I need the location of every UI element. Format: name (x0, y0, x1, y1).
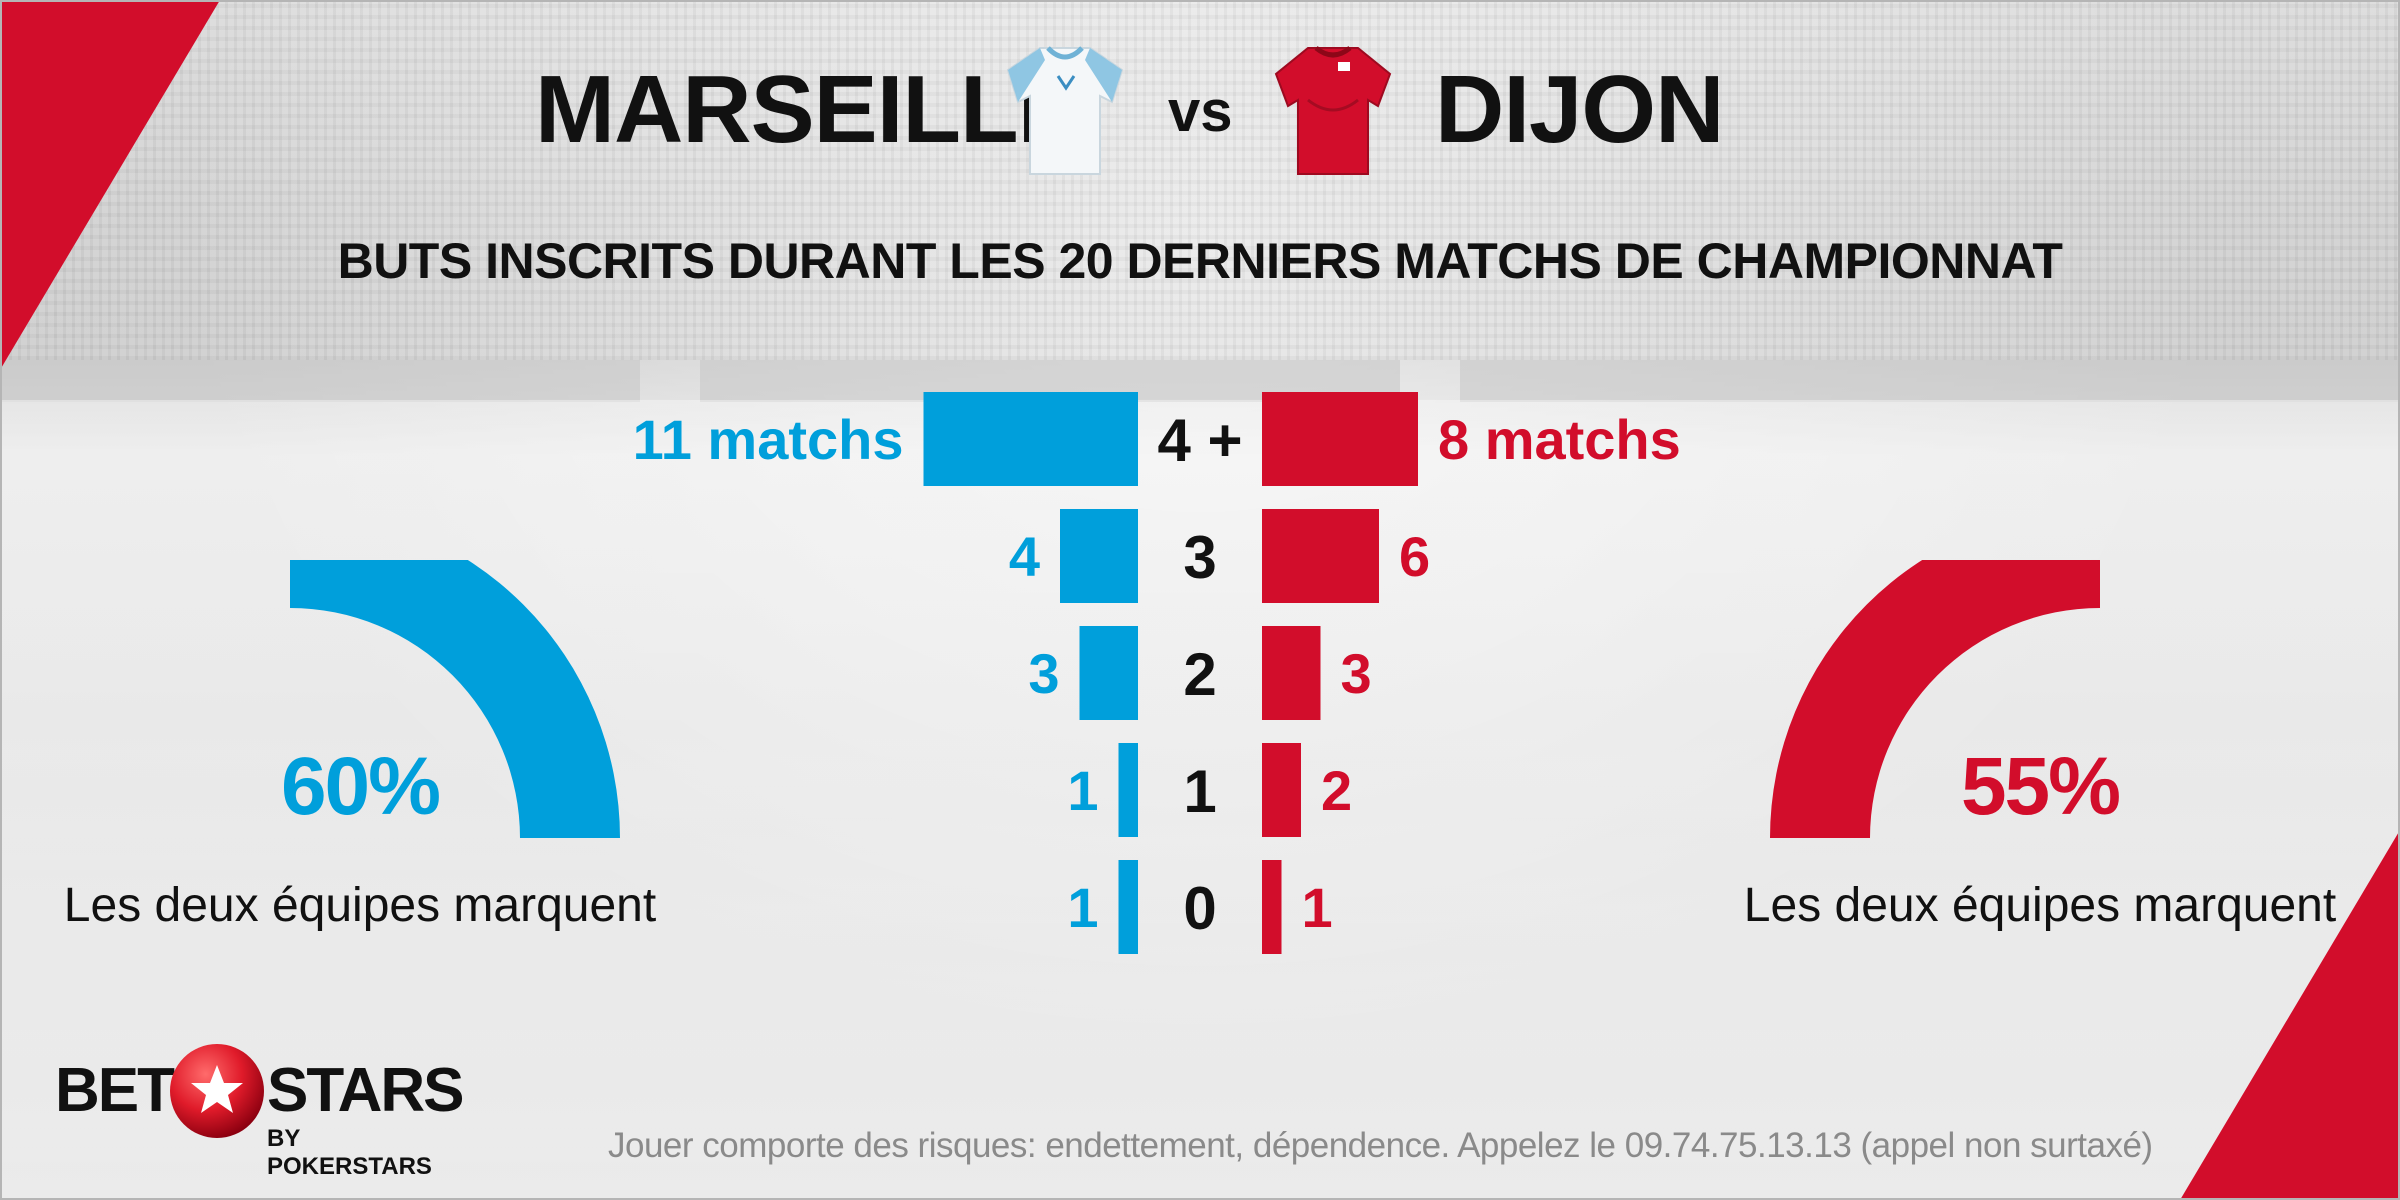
away-data-label: 6 (1399, 525, 1430, 588)
away-data-label: 1 (1302, 876, 1333, 939)
away-team-name: DIJON (1435, 56, 1724, 163)
category-label: 2 (1183, 641, 1216, 708)
red-corner-decoration (2180, 830, 2400, 1200)
home-data-label: 1 (1067, 876, 1098, 939)
home-bar (1079, 626, 1138, 720)
category-label: 3 (1183, 524, 1216, 591)
away-bar (1262, 860, 1282, 954)
advertising-board (1460, 360, 2400, 402)
away-both-teams-score-caption: Les deux équipes marquent (1743, 879, 2337, 932)
away-both-teams-score-gauge (1770, 560, 2100, 838)
home-data-label: 3 (1028, 642, 1059, 705)
away-data-label: 2 (1321, 759, 1352, 822)
home-data-label: 4 (1009, 525, 1040, 588)
versus-label: vs (1168, 79, 1233, 144)
away-both-teams-score-percent: 55% (1960, 741, 2121, 832)
home-both-teams-score-caption: Les deux équipes marquent (63, 879, 657, 932)
home-data-label: 1 (1067, 759, 1098, 822)
home-bar (1118, 860, 1138, 954)
poker-chip-star-icon (170, 1044, 264, 1138)
home-bar (1118, 743, 1138, 837)
home-team-name: MARSEILLE (535, 56, 1082, 163)
logo-byline: BY POKERSTARS (267, 1125, 432, 1180)
away-bar (1262, 509, 1379, 603)
away-bar (1262, 392, 1418, 486)
logo-text-stars: STARS (267, 1056, 465, 1125)
away-bar (1262, 626, 1321, 720)
home-data-label: 11 matchs (633, 408, 904, 471)
home-bar (923, 392, 1138, 486)
dijon-jersey-icon (1274, 45, 1392, 175)
home-both-teams-score-gauge (290, 560, 620, 838)
betstars-logo: BET STARS BY POKERSTARS (55, 1035, 465, 1180)
away-data-label: 3 (1341, 642, 1372, 705)
stadium-crowd-background (0, 0, 2400, 360)
red-corner-decoration (0, 0, 220, 370)
category-label: 1 (1183, 758, 1216, 825)
chart-title: BUTS INSCRITS DURANT LES 20 DERNIERS MAT… (337, 233, 2063, 289)
gambling-disclaimer: Jouer comporte des risques: endettement,… (608, 1126, 2153, 1165)
home-bar (1060, 509, 1138, 603)
category-label: 0 (1183, 875, 1216, 942)
away-data-label: 8 matchs (1438, 408, 1681, 471)
logo-text-bet: BET (55, 1056, 175, 1125)
pitch-background (0, 400, 2400, 1200)
away-gauge-arc (1770, 560, 2100, 838)
home-both-teams-score-percent: 60% (280, 741, 441, 832)
away-bar (1262, 743, 1301, 837)
category-label: 4 + (1157, 407, 1242, 474)
home-gauge-arc (290, 560, 620, 838)
marseille-jersey-icon (1006, 46, 1124, 175)
